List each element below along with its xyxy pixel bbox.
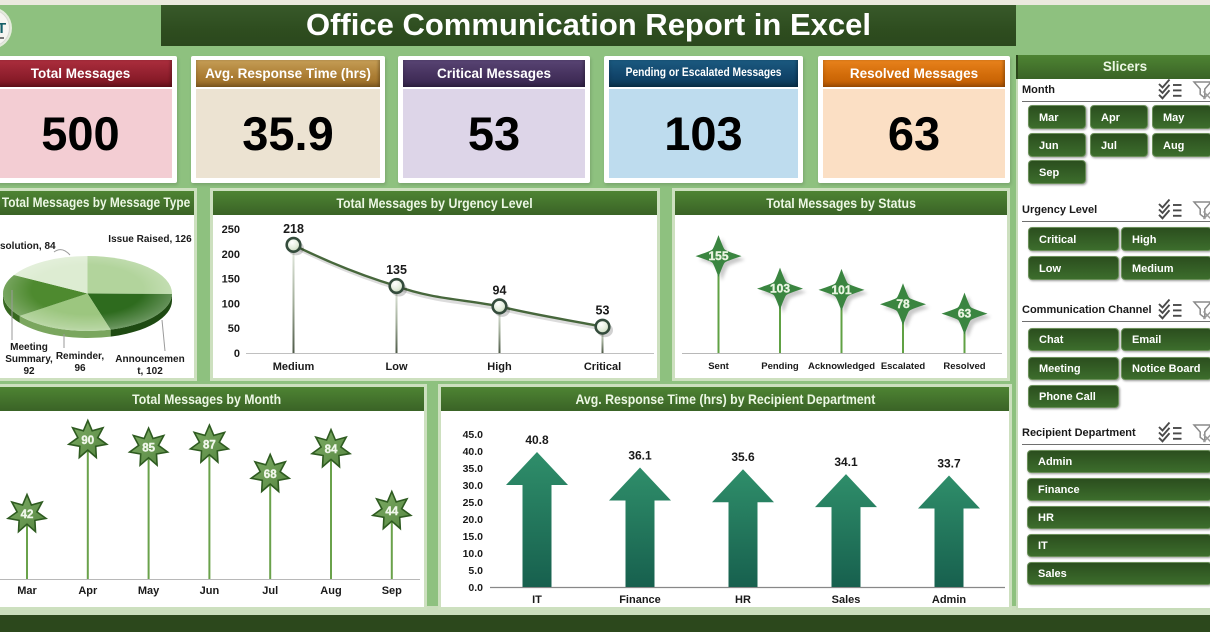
svg-text:10.0: 10.0 — [463, 548, 484, 560]
svg-text:101: 101 — [831, 283, 851, 297]
svg-text:135: 135 — [386, 263, 407, 277]
svg-text:100: 100 — [222, 298, 240, 310]
svg-text:Pending: Pending — [761, 361, 799, 372]
svg-text:Meeting: Meeting — [10, 342, 48, 353]
svg-text:Resolved: Resolved — [943, 361, 985, 372]
svg-text:90: 90 — [81, 435, 94, 447]
svg-text:Aug: Aug — [320, 585, 341, 597]
svg-text:Critical: Critical — [584, 361, 621, 373]
svg-text:t, 102: t, 102 — [137, 366, 163, 377]
svg-text:20.0: 20.0 — [463, 514, 484, 526]
svg-text:34.1: 34.1 — [834, 455, 858, 469]
svg-text:Finance: Finance — [619, 594, 661, 606]
svg-text:Apr: Apr — [78, 585, 98, 597]
svg-text:87: 87 — [203, 440, 216, 452]
svg-text:Medium: Medium — [273, 361, 315, 373]
svg-text:Announcemen: Announcemen — [115, 354, 184, 365]
svg-text:Escalated: Escalated — [881, 361, 926, 372]
svg-text:30.0: 30.0 — [463, 480, 484, 492]
svg-text:44: 44 — [385, 506, 398, 518]
svg-text:Mar: Mar — [17, 585, 37, 597]
svg-text:Admin: Admin — [932, 594, 967, 606]
svg-text:High: High — [487, 361, 512, 373]
svg-text:53: 53 — [596, 304, 610, 318]
svg-text:Sep: Sep — [382, 585, 402, 597]
svg-text:Acknowledged: Acknowledged — [808, 361, 875, 372]
svg-text:Issue Raised, 126: Issue Raised, 126 — [108, 234, 192, 245]
svg-text:85: 85 — [142, 443, 155, 455]
svg-text:5.0: 5.0 — [468, 565, 483, 577]
svg-text:35.0: 35.0 — [463, 463, 484, 475]
svg-text:68: 68 — [264, 469, 277, 481]
svg-text:Low: Low — [386, 361, 408, 373]
svg-text:94: 94 — [493, 283, 507, 297]
svg-text:50: 50 — [228, 323, 240, 335]
svg-text:250: 250 — [222, 224, 240, 236]
svg-text:200: 200 — [222, 249, 240, 261]
svg-text:Jul: Jul — [262, 585, 278, 597]
svg-text:solution, 84: solution, 84 — [0, 241, 56, 252]
svg-text:Sales: Sales — [832, 594, 861, 606]
svg-text:42: 42 — [21, 509, 34, 521]
svg-text:0: 0 — [234, 348, 240, 360]
svg-text:33.7: 33.7 — [937, 457, 961, 471]
svg-text:84: 84 — [325, 444, 338, 456]
svg-text:25.0: 25.0 — [463, 497, 484, 509]
svg-text:96: 96 — [74, 363, 86, 374]
svg-text:45.0: 45.0 — [463, 429, 484, 441]
svg-text:40.0: 40.0 — [463, 446, 484, 458]
svg-text:Jun: Jun — [200, 585, 220, 597]
svg-text:Sent: Sent — [708, 361, 729, 372]
svg-text:36.1: 36.1 — [628, 449, 652, 463]
svg-text:Summary,: Summary, — [5, 354, 53, 365]
svg-text:15.0: 15.0 — [463, 531, 484, 543]
svg-text:40.8: 40.8 — [525, 433, 549, 447]
svg-text:103: 103 — [770, 282, 790, 296]
svg-text:78: 78 — [896, 297, 910, 311]
svg-text:0.0: 0.0 — [468, 582, 483, 594]
svg-text:May: May — [138, 585, 160, 597]
svg-text:218: 218 — [283, 222, 304, 236]
svg-text:150: 150 — [222, 274, 240, 286]
svg-text:Reminder,: Reminder, — [56, 351, 105, 362]
svg-text:63: 63 — [958, 307, 972, 321]
svg-text:IT: IT — [532, 594, 542, 606]
svg-text:HR: HR — [735, 594, 751, 606]
svg-text:155: 155 — [708, 249, 728, 263]
svg-text:35.6: 35.6 — [731, 450, 755, 464]
svg-text:92: 92 — [23, 366, 35, 377]
